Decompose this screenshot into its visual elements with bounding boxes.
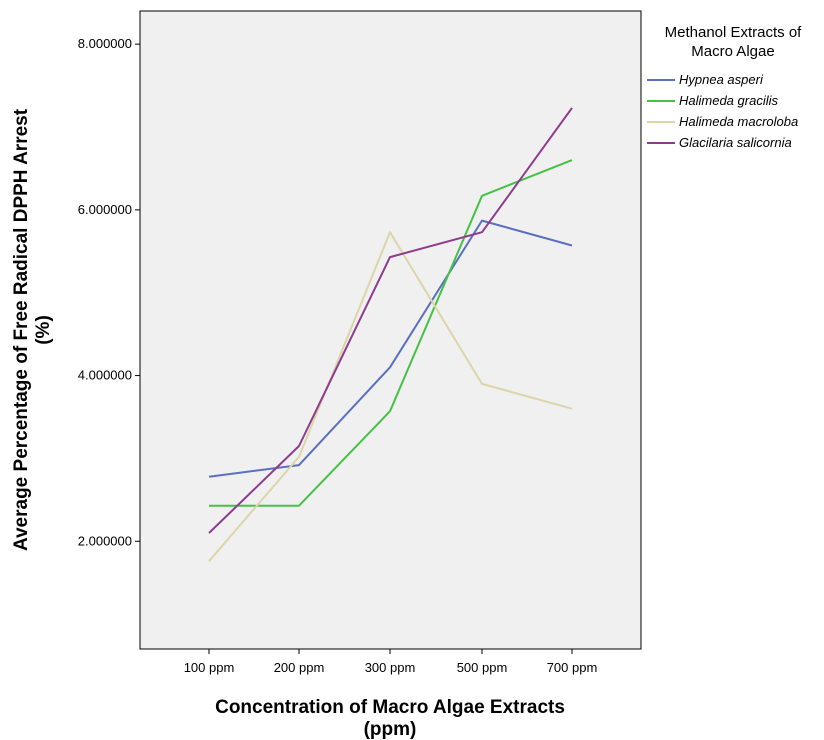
series-line-halimeda-macroloba (208, 231, 573, 562)
legend-label: Halimeda macroloba (679, 114, 798, 129)
legend-title-line1: Methanol Extracts of (665, 24, 803, 41)
y-tick-label: 8.000000 (78, 36, 132, 51)
legend-label: Glacilaria salicornia (679, 135, 792, 150)
series-line-halimeda-gracilis (209, 159, 573, 507)
series-lines (208, 107, 573, 562)
x-tick-label: 700 ppm (547, 660, 598, 675)
y-tick-label: 2.000000 (78, 533, 132, 548)
x-tick-label: 100 ppm (184, 660, 235, 675)
y-axis: 2.000000 4.000000 6.000000 8.000000 (78, 36, 140, 548)
series-line-glacilaria-salicornia (208, 107, 573, 534)
x-axis: 100 ppm 200 ppm 300 ppm 500 ppm 700 ppm (184, 649, 598, 675)
legend-label: Halimeda gracilis (679, 93, 778, 108)
y-axis-title-line1: Average Percentage of Free Radical DPPH … (11, 108, 32, 551)
x-tick-label: 300 ppm (365, 660, 416, 675)
y-tick-label: 4.000000 (78, 368, 132, 383)
x-tick-label: 500 ppm (457, 660, 508, 675)
x-tick-label: 200 ppm (274, 660, 325, 675)
legend-items: Hypnea asperi Halimeda gracilis Halimeda m… (647, 72, 798, 150)
legend-label: Hypnea asperi (679, 72, 764, 87)
legend-title-line2: Macro Algae (691, 43, 774, 60)
x-axis-title-line2: (ppm) (364, 719, 417, 740)
legend: Methanol Extracts of Macro Algae Hypnea … (647, 24, 802, 150)
series-line-hypnea-asperi (208, 219, 573, 478)
y-tick-label: 6.000000 (78, 202, 132, 217)
x-axis-title-line1: Concentration of Macro Algae Extracts (215, 697, 565, 718)
plot-area (139, 10, 642, 650)
y-axis-title-line2: (%) (33, 315, 54, 345)
